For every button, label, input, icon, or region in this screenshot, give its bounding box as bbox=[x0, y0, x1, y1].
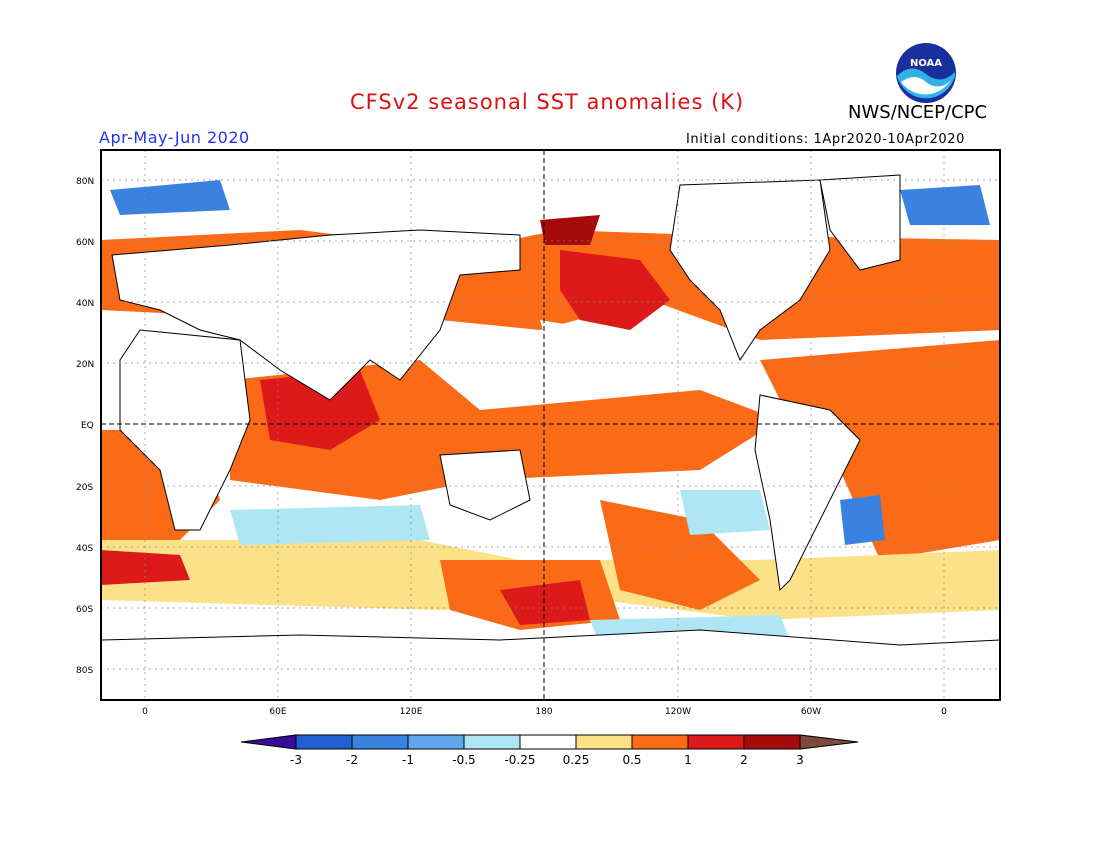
cool-patch-southeast-pacific bbox=[680, 490, 770, 535]
cool-patch-indian-south bbox=[230, 505, 430, 545]
antarctica bbox=[101, 629, 1000, 700]
hot-core-indian-ocean bbox=[260, 370, 380, 450]
lat-label: 60S bbox=[76, 605, 93, 615]
lon-label: 0 bbox=[941, 707, 947, 717]
longitude-axis: 0 60E 120E 180 120W 60W 0 bbox=[142, 707, 947, 717]
colorbar-label: 1 bbox=[684, 753, 692, 767]
hot-core-south-atlantic bbox=[101, 550, 190, 585]
lat-label: 40N bbox=[76, 299, 94, 309]
initial-conditions-label: Initial conditions: 1Apr2020-10Apr2020 bbox=[686, 132, 965, 147]
africa bbox=[119, 329, 251, 531]
colorbar-label: 0.5 bbox=[622, 753, 641, 767]
cool-patch-arctic-west bbox=[110, 180, 230, 215]
lon-label: 60W bbox=[801, 707, 821, 717]
colorbar-bin bbox=[631, 734, 689, 750]
colorbar-upper-arrow bbox=[799, 734, 859, 750]
latitude-axis: 80N 60N 40N 20N EQ 20S 40S 60S 80S bbox=[76, 177, 94, 676]
land-masses bbox=[101, 174, 1000, 700]
colorbar-label: -0.25 bbox=[504, 753, 535, 767]
colorbar-bin bbox=[351, 734, 409, 750]
north-america bbox=[669, 179, 831, 362]
hot-core-north-pacific bbox=[560, 250, 670, 330]
neutral-patch-central-pacific bbox=[540, 320, 600, 360]
colorbar-bin bbox=[463, 734, 521, 750]
lat-label: 20N bbox=[76, 360, 94, 370]
colorbar-lower-arrow bbox=[240, 734, 297, 750]
colorbar-bin bbox=[743, 734, 801, 750]
agency-label: NWS/NCEP/CPC bbox=[848, 102, 988, 123]
warm-band-atlantic bbox=[760, 340, 1000, 560]
australia bbox=[439, 449, 531, 521]
greenland bbox=[819, 174, 901, 271]
lon-label: 120E bbox=[400, 707, 423, 717]
lat-label: 80N bbox=[76, 177, 94, 187]
colorbar-label: -3 bbox=[290, 753, 302, 767]
colorbar-label: 2 bbox=[740, 753, 748, 767]
colorbar-labels: -3 -2 -1 -0.5 -0.25 0.25 0.5 1 2 3 bbox=[290, 753, 804, 767]
colorbar-label: 3 bbox=[796, 753, 804, 767]
hot-core-southern-ocean bbox=[500, 580, 590, 625]
lat-label: EQ bbox=[81, 421, 94, 431]
colorbar-bin bbox=[407, 734, 465, 750]
lon-label: 120W bbox=[665, 707, 691, 717]
lon-label: 0 bbox=[142, 707, 148, 717]
colorbar-bin bbox=[295, 734, 353, 750]
period-label: Apr-May-Jun 2020 bbox=[99, 128, 250, 147]
map-frame bbox=[100, 149, 1001, 701]
cool-patch-south-atlantic bbox=[840, 495, 885, 545]
lat-label: 60N bbox=[76, 238, 94, 248]
colorbar-label: -1 bbox=[402, 753, 414, 767]
chart-title: CFSv2 seasonal SST anomalies (K) bbox=[350, 90, 745, 114]
warm-patch-south-pacific-east bbox=[600, 500, 760, 610]
colorbar-bin bbox=[687, 734, 745, 750]
lon-label: 60E bbox=[269, 707, 286, 717]
eurasia bbox=[111, 229, 521, 401]
map-field bbox=[101, 150, 1000, 700]
noaa-logo-icon: NOAA bbox=[895, 42, 957, 104]
cool-patch-arctic-east bbox=[900, 185, 990, 225]
lon-label: 180 bbox=[535, 707, 552, 717]
lat-label: 80S bbox=[76, 666, 93, 676]
noaa-logo-text: NOAA bbox=[910, 58, 942, 69]
colorbar-label: 0.25 bbox=[563, 753, 590, 767]
graticule bbox=[101, 150, 1000, 700]
colorbar-label: -2 bbox=[346, 753, 358, 767]
colorbar-bin bbox=[575, 734, 633, 750]
colorbar bbox=[240, 734, 859, 750]
lat-label: 40S bbox=[76, 544, 93, 554]
south-america bbox=[754, 394, 861, 592]
hot-core-bering bbox=[540, 215, 600, 245]
lat-label: 20S bbox=[76, 483, 93, 493]
colorbar-label: -0.5 bbox=[452, 753, 475, 767]
colorbar-bin bbox=[519, 734, 577, 750]
